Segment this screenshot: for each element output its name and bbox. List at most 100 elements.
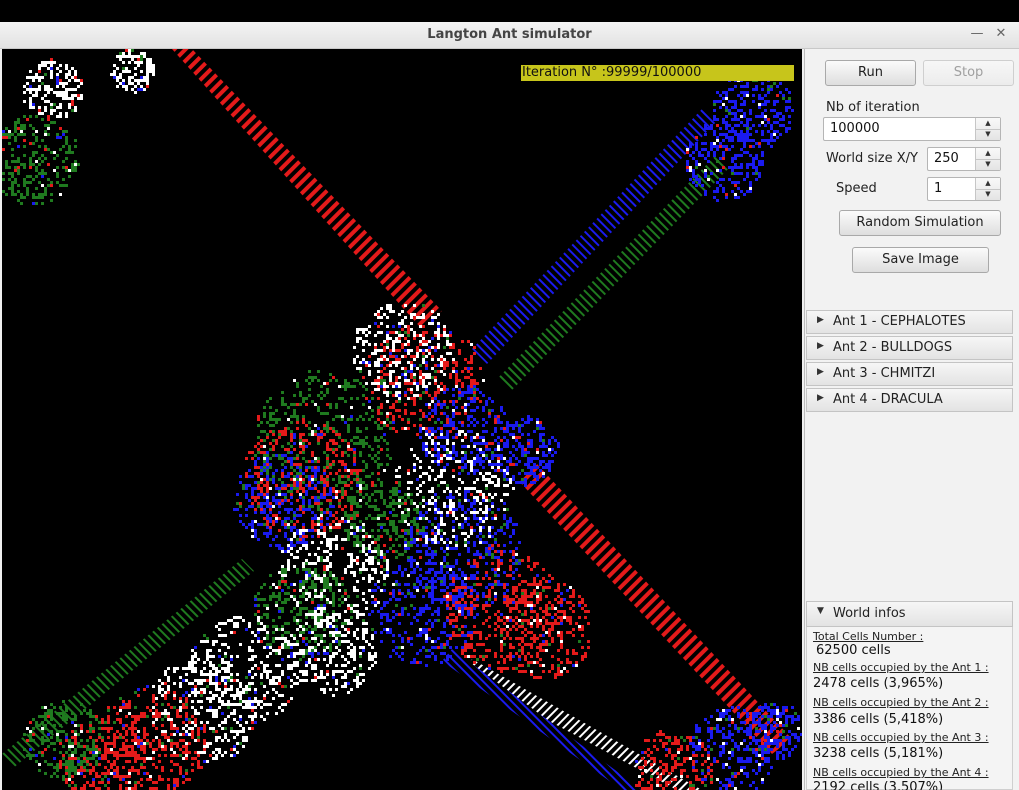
ant-cell [374,361,377,364]
ant-cell [494,541,497,544]
ant-cell [353,451,356,454]
ant-cell [314,634,317,637]
ant-cell [464,592,467,595]
ant-cell [308,553,311,556]
ant-cell [284,631,287,634]
ant-cell [572,649,575,652]
ant-cell [350,406,353,409]
ant-cell [29,157,32,160]
ant-cell [296,538,299,541]
ant-cell [143,88,146,91]
ant-cell [407,481,410,484]
ant-cell [518,541,521,544]
ant-cell [446,604,449,607]
ant-cell [401,346,404,349]
ant-cell [260,430,263,433]
ant-cell [530,595,533,598]
ant-cell [773,130,776,133]
world-canvas[interactable]: Iteration N° :99999/100000 [2,49,802,790]
ant-cell [278,433,281,436]
ant-cell [692,172,695,175]
ant-cell [446,505,449,508]
ant-cell [449,568,452,571]
ant-cell [467,631,470,634]
ant-cell [278,418,281,421]
ant-cell [296,463,299,466]
ant-cell [305,535,308,538]
ant-cell [383,382,386,385]
ant-cell [146,70,149,73]
ant-cell [371,550,374,553]
close-button[interactable]: ✕ [995,26,1007,41]
ant-cell [449,346,452,349]
ant-cell [359,367,362,370]
ant-cell [557,586,560,589]
ant-cell [323,466,326,469]
ant-cell [344,481,347,484]
ant-cell [440,529,443,532]
ant-cell [371,595,374,598]
ant-cell [26,190,29,193]
ant-cell [431,652,434,655]
ant-cell [389,373,392,376]
ant-cell [254,604,257,607]
ant-cell [701,184,704,187]
ant-cell [314,517,317,520]
ant-cell [473,346,476,349]
ant-cell [65,91,68,94]
ant-cell [326,388,329,391]
ant-cell [29,100,32,103]
ant-cell [566,616,569,619]
ant-cell [443,469,446,472]
ant-cell [431,586,434,589]
ant-cell [308,427,311,430]
minimize-button[interactable]: — [970,26,984,41]
ant-cell [146,64,149,67]
ant-cell [785,127,788,130]
ant-cell [458,613,461,616]
ant-cell [695,163,698,166]
ant-cell [308,433,311,436]
ant-cell [410,562,413,565]
ant-cell [569,622,572,625]
ant-cell [509,619,512,622]
ant-cell [353,457,356,460]
ant-cell [440,523,443,526]
ant-cell [560,592,563,595]
ant-cell [434,508,437,511]
ant-cell [290,502,293,505]
ant-cell [437,403,440,406]
ant-cell [740,172,743,175]
ant-cell [329,502,332,505]
ant-cell [533,583,536,586]
ant-cell [419,514,422,517]
ant-cell [365,397,368,400]
title-bar[interactable]: Langton Ant simulator — ✕ [0,22,1019,49]
ant-cell [461,652,464,655]
ant-cell [551,637,554,640]
ant-cell [734,100,737,103]
ant-cell [329,538,332,541]
ant-cell [428,571,431,574]
ant-cell [398,589,401,592]
ant-cell [332,376,335,379]
ant-cell [74,106,77,109]
ant-cell [572,664,575,667]
ant-cell [422,472,425,475]
ant-cell [266,502,269,505]
ant-cell [452,565,455,568]
ant-cell [488,598,491,601]
ant-cell [332,577,335,580]
ant-cell [440,412,443,415]
ant-cell [305,424,308,427]
ant-cell [416,544,419,547]
ant-cell [467,487,470,490]
ant-cell [299,445,302,448]
ant-cell [560,673,563,676]
ant-cell [272,523,275,526]
ant-cell [362,328,365,331]
ant-cell [713,142,716,145]
ant-cell [356,475,359,478]
ant-cell [464,490,467,493]
ant-cell [509,607,512,610]
